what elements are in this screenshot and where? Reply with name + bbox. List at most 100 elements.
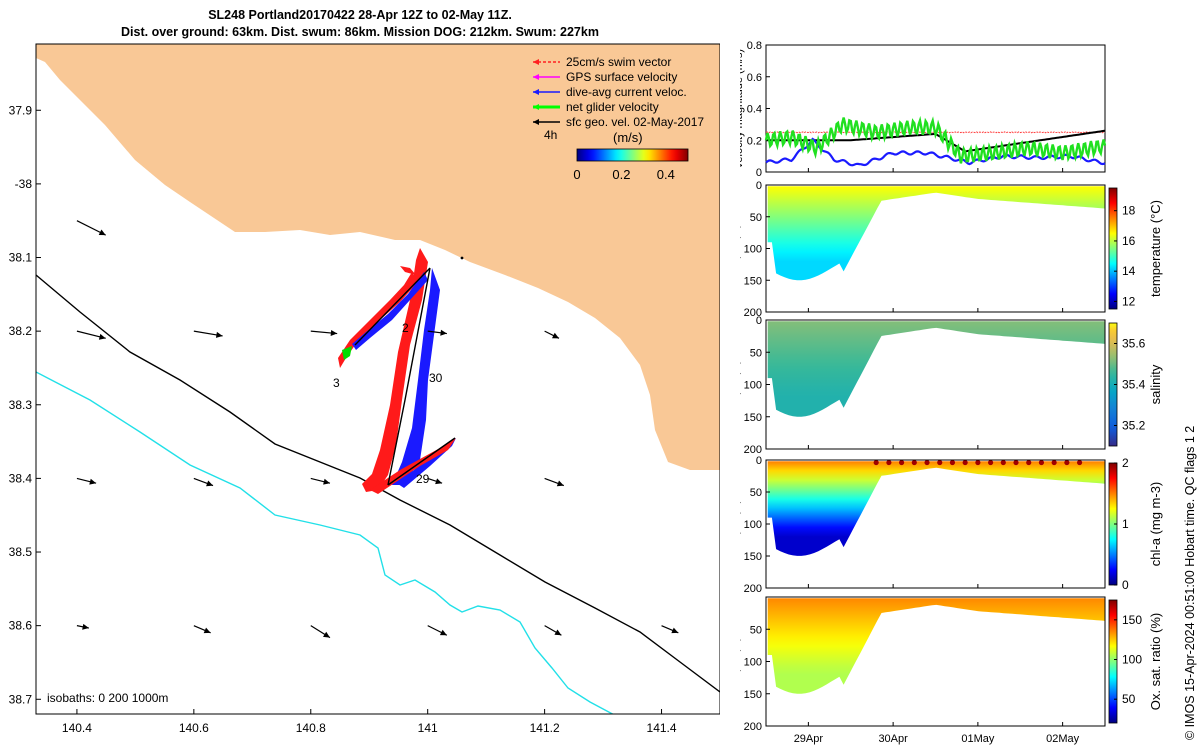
velocity-y-tick-label: 0 <box>756 167 762 179</box>
section-panels: 050100150200Depth (m)12141618temperature… <box>740 180 1163 733</box>
legend-arrow-head <box>533 59 539 65</box>
map-y-tick-label: -38 <box>15 177 33 191</box>
velocity-y-tick-label: 0.2 <box>747 135 762 147</box>
isobath-note: isobaths: 0 200 1000m <box>47 691 168 705</box>
colorbar-tick-label: 12 <box>1122 294 1136 308</box>
speed-colorbar-tick: 0 <box>573 167 580 182</box>
colorbar-tick-label: 50 <box>1122 692 1136 706</box>
map-y-tick-label: 38.3 <box>9 398 33 412</box>
geo-arrow-head <box>98 229 106 236</box>
geo-arrow-head <box>440 329 447 336</box>
chl-surface-marker <box>1013 459 1019 466</box>
imos-credit: © IMOS 15-Apr-2024 00:51:00 Hobart time.… <box>1183 425 1197 740</box>
legend-arrow-head <box>533 89 539 95</box>
section-colorbar <box>1108 599 1118 724</box>
colorbar-tick-label: 35.4 <box>1122 378 1146 392</box>
map-y-tick-label: 38.1 <box>9 251 33 265</box>
section-y-tick-label: 0 <box>756 455 762 467</box>
section-y-tick-label: 0 <box>756 315 762 327</box>
map-y-tick-label: 38.4 <box>9 471 33 485</box>
map-x-tick-label: 141.4 <box>647 721 677 735</box>
map-panel: 140.4 140.6 140.8 141 141.2 141.4 37.9 -38 38.1… <box>9 43 720 735</box>
section-y-label: Depth (m) <box>740 637 741 686</box>
legend-arrow-head <box>533 74 539 80</box>
section-panel-1: 0 50 100 150 200 Depth (m) 12 14 16 18 temperature… <box>740 180 1163 319</box>
colorbar-tick-label: 150 <box>1122 613 1142 627</box>
section-y-tick-label: 100 <box>744 380 762 392</box>
geo-arrow-head <box>554 629 562 636</box>
velocity-series-net <box>764 115 1107 164</box>
section-y-tick-label: 150 <box>744 275 762 287</box>
glider-track-line <box>354 267 456 486</box>
map-x-ticks: 140.4 140.6 140.8 141 141.2 141.4 <box>62 709 677 735</box>
track-start-dot <box>460 256 464 260</box>
time-tick-label: 01May <box>961 733 995 745</box>
map-x-tick-label: 140.4 <box>62 721 92 735</box>
chl-surface-marker <box>962 459 968 466</box>
colorbar-tick-label: 35.6 <box>1122 337 1146 351</box>
section-y-label: Depth (m) <box>740 360 741 409</box>
geo-arrow-head <box>82 623 89 630</box>
colorbar-tick-label: 2 <box>1122 456 1129 470</box>
section-panel-2: 0 50 100 150 200 Depth (m) 35.2 35.4 35.6salinit… <box>740 315 1163 456</box>
sfc-geo-velocity-arrows <box>76 220 679 639</box>
section-y-tick-label: 150 <box>744 412 762 424</box>
track-label-2: 2 <box>402 321 409 335</box>
section-data-field <box>767 598 1105 694</box>
colorbar-tick-label: 1 <box>1122 517 1129 531</box>
section-variable-label: temperature (°C) <box>1148 200 1163 297</box>
geo-arrow-head <box>439 629 447 636</box>
legend-arrow-head <box>533 104 539 110</box>
time-axis-ticks: 29Apr 30Apr 01May 02May <box>794 168 1080 745</box>
section-y-label: Depth (m) <box>740 500 741 549</box>
velocity-y-label: velocity magnitude (m/s) <box>740 49 745 168</box>
section-y-tick-label: 150 <box>744 689 762 701</box>
time-tick-label: 02May <box>1046 733 1080 745</box>
legend-label: net glider velocity <box>566 100 659 114</box>
section-y-tick-label: 50 <box>750 624 762 636</box>
legend-4h-label: 4h <box>544 128 557 142</box>
section-y-tick-label: 100 <box>744 657 762 669</box>
geo-arrow-head <box>671 627 679 634</box>
chl-surface-marker <box>886 459 892 466</box>
map-y-tick-label: 38.6 <box>9 619 33 633</box>
chl-surface-marker <box>987 459 994 466</box>
map-frame <box>35 43 720 715</box>
chl-surface-marker <box>937 459 943 466</box>
section-y-tick-label: 200 <box>744 583 762 595</box>
colorbar-tick-label: 18 <box>1122 204 1136 218</box>
map-x-tick-label: 141.2 <box>530 721 560 735</box>
section-y-tick-label: 150 <box>744 551 762 563</box>
chart-title-line1: SL248 Portland20170422 28-Apr 12Z to 02-… <box>208 8 512 22</box>
geo-arrow-head <box>203 627 211 634</box>
track-label-29: 29 <box>416 472 430 486</box>
section-data-field <box>767 461 1105 556</box>
map-x-tick-label: 141 <box>418 721 438 735</box>
colorbar-label: (m/s) <box>613 130 643 145</box>
speed-colorbar: 0 0.2 0.4 <box>573 148 689 182</box>
map-y-tick-label: 38.5 <box>9 545 33 559</box>
colorbar-tick-label: 14 <box>1122 264 1136 278</box>
map-y-tick-label: 37.9 <box>9 103 33 117</box>
legend-label: 25cm/s swim vector <box>566 55 671 69</box>
section-colorbar <box>1108 187 1118 310</box>
chl-surface-marker <box>1000 459 1006 466</box>
section-panel-4: 50 100 150 200 Depth (m) 50 100 150 Ox. sat. rat… <box>740 596 1163 733</box>
geo-arrow-head <box>556 480 564 487</box>
swim-vector-fan-top <box>400 266 416 275</box>
section-variable-label: chl-a (mg m-3) <box>1148 482 1163 567</box>
section-panel-3: 0 50 100 150 200 Depth (m) 0 1 2 chl-a (mg m-3) <box>740 455 1163 595</box>
time-tick-label: 30Apr <box>878 733 908 745</box>
chl-surface-marker <box>899 459 905 466</box>
geo-arrow-head <box>206 480 214 487</box>
chl-surface-marker <box>949 459 956 466</box>
section-y-tick-label: 50 <box>750 212 762 224</box>
chl-surface-marker <box>975 459 981 466</box>
coastline-land <box>36 44 720 470</box>
section-y-tick-label: 100 <box>744 519 762 531</box>
velocity-y-tick-label: 0.6 <box>747 72 762 84</box>
legend-label: GPS surface velocity <box>566 70 677 84</box>
section-variable-label: salinity <box>1148 364 1163 404</box>
chl-surface-marker <box>873 459 879 466</box>
